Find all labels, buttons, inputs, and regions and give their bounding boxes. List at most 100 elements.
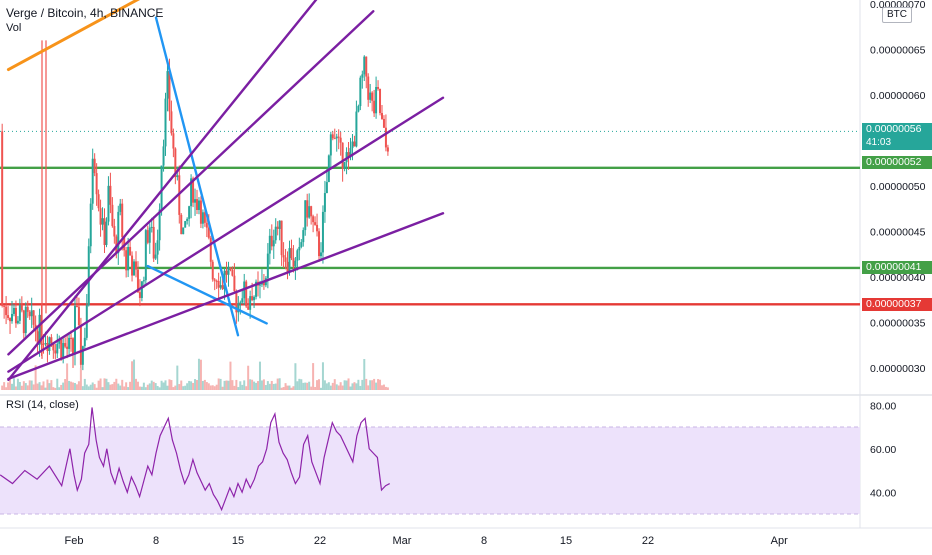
volume-bar	[213, 386, 216, 390]
volume-bar	[14, 386, 17, 390]
candle-body	[209, 237, 212, 262]
volume-bar	[310, 386, 313, 390]
volume-bar	[321, 362, 324, 390]
candle-body	[304, 200, 307, 231]
candle-body	[329, 134, 332, 156]
volume-bar	[227, 380, 230, 390]
volume-bar	[325, 383, 328, 390]
candle-body	[314, 222, 317, 225]
candle-body	[66, 346, 69, 349]
volume-bar	[308, 381, 311, 390]
volume-bar	[156, 385, 159, 390]
candle-body	[180, 214, 183, 235]
candle-body	[241, 298, 244, 303]
candle-body	[361, 74, 364, 78]
candle-body	[213, 279, 216, 281]
rsi-axis-tick: 60.00	[870, 444, 896, 456]
volume-bar	[201, 380, 204, 390]
volume-bar	[140, 386, 143, 390]
volume-bar	[333, 379, 336, 390]
volume-bar	[182, 386, 185, 390]
candle-body	[215, 280, 218, 282]
candle-body	[384, 127, 387, 148]
volume-bar	[278, 378, 281, 390]
candle-body	[312, 216, 315, 223]
volume-bar	[288, 385, 291, 390]
volume-bar	[262, 379, 265, 390]
candle-body	[170, 111, 173, 134]
volume-bar	[197, 358, 200, 390]
candle-body	[379, 88, 382, 114]
volume-bar	[329, 385, 332, 390]
volume-bar	[205, 382, 208, 390]
candle-body	[89, 203, 92, 247]
volume-bar	[237, 387, 240, 390]
candle-body	[190, 178, 193, 207]
trendline-purple-5[interactable]	[7, 96, 445, 373]
volume-bar	[272, 383, 275, 390]
candle-body	[239, 302, 242, 304]
candle-body	[184, 221, 187, 228]
volume-bar	[164, 380, 167, 390]
time-axis-tick: 22	[314, 535, 326, 547]
volume-bar	[50, 380, 53, 390]
currency-badge[interactable]: BTC	[882, 7, 912, 23]
volume-bar	[341, 385, 344, 390]
candle-body	[203, 212, 206, 223]
volume-bar	[73, 382, 76, 390]
volume-bar	[241, 384, 244, 390]
candle-body	[77, 306, 80, 326]
volume-bar	[217, 378, 220, 390]
candle-body	[7, 315, 10, 318]
volume-bar	[194, 379, 197, 390]
volume-bar	[184, 385, 187, 390]
candle-body	[156, 240, 159, 255]
candle-body	[42, 343, 45, 345]
candle-body	[28, 311, 31, 317]
candle-body	[316, 224, 319, 232]
volume-bar	[229, 361, 232, 390]
volume-bar	[225, 380, 228, 390]
candle-body	[249, 296, 252, 310]
volume-bar	[386, 387, 389, 390]
level-tag-upper-green: 0.00000052	[862, 156, 932, 169]
volume-bar	[70, 381, 73, 390]
volume-bar	[211, 385, 214, 390]
volume-bar	[60, 384, 63, 390]
trendline-purple-4[interactable]	[7, 10, 375, 356]
volume-bar	[36, 383, 39, 390]
candle-body	[323, 193, 326, 212]
time-axis-tick: 22	[642, 535, 654, 547]
candle-body	[1, 131, 4, 306]
trendline-purple-6[interactable]	[7, 212, 445, 381]
volume-bar	[138, 386, 141, 390]
price-axis-tick: 0.00000065	[870, 45, 926, 57]
volume-bar	[302, 382, 305, 390]
volume-bar	[134, 378, 137, 390]
trendline-blue-2[interactable]	[146, 264, 268, 325]
volume-bar	[255, 382, 258, 390]
volume-bar	[379, 379, 382, 390]
volume-bar	[296, 381, 299, 390]
candle-body	[217, 280, 220, 288]
trendline-purple-3[interactable]	[7, 0, 320, 382]
volume-bar	[127, 387, 130, 390]
volume-bar	[207, 383, 210, 390]
candle-body	[369, 92, 372, 100]
candle-body	[199, 200, 202, 224]
candle-body	[50, 337, 53, 343]
volume-bar	[367, 385, 370, 390]
candle-body	[294, 260, 297, 267]
trendline-orange-0[interactable]	[6, 0, 205, 72]
candle-body	[282, 255, 285, 258]
volume-bar	[337, 385, 340, 390]
candle-body	[36, 331, 39, 345]
volume-bar	[150, 380, 153, 390]
candle-body	[125, 250, 128, 271]
volume-bar	[7, 382, 10, 390]
volume-bar	[46, 379, 49, 390]
candle-body	[158, 209, 161, 241]
volume-bar	[331, 382, 334, 390]
